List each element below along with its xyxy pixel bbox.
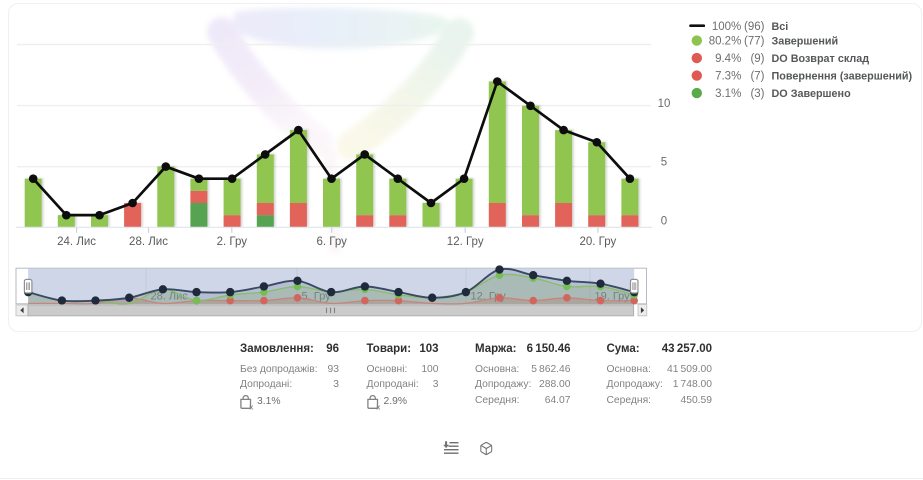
svg-text:24. Лис: 24. Лис <box>57 236 96 248</box>
svg-text:(3): (3) <box>750 88 764 100</box>
svg-text:Повернення (завершений): Повернення (завершений) <box>772 71 913 83</box>
svg-text:(7): (7) <box>750 71 764 83</box>
svg-text:2. Гру: 2. Гру <box>217 236 248 248</box>
svg-text:28. Лис: 28. Лис <box>129 236 168 248</box>
svg-text:DO Завершено: DO Завершено <box>772 88 852 100</box>
svg-text:0: 0 <box>661 216 667 228</box>
svg-text:5: 5 <box>661 156 667 168</box>
svg-text:3.1%: 3.1% <box>715 88 741 100</box>
svg-text:6. Гру: 6. Гру <box>317 236 348 248</box>
svg-text:DO Возврат склад: DO Возврат склад <box>772 53 870 65</box>
svg-text:7.3%: 7.3% <box>715 71 741 83</box>
svg-text:9.4%: 9.4% <box>715 53 741 65</box>
svg-text:(9): (9) <box>750 53 764 65</box>
svg-text:20. Гру: 20. Гру <box>580 236 617 248</box>
svg-text:10: 10 <box>658 98 671 110</box>
svg-text:100%: 100% <box>712 21 741 33</box>
svg-text:12. Гру: 12. Гру <box>447 236 484 248</box>
svg-text:x: x <box>249 402 253 409</box>
svg-text:(96): (96) <box>744 21 765 33</box>
svg-text:(77): (77) <box>744 36 765 48</box>
svg-text:x: x <box>376 402 380 409</box>
svg-text:Всі: Всі <box>772 21 789 33</box>
svg-text:80.2%: 80.2% <box>709 36 742 48</box>
svg-text:Завершений: Завершений <box>772 36 839 48</box>
